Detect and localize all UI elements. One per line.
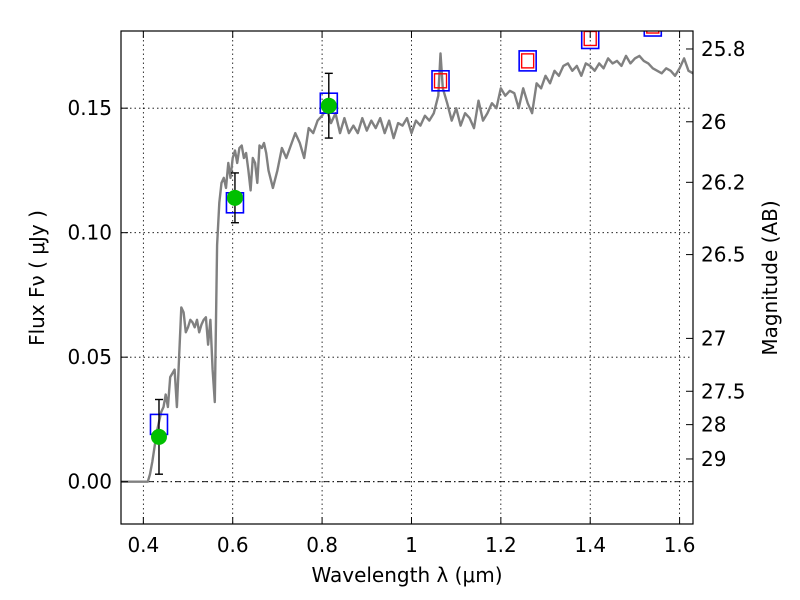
x-tick-label: 0.4	[127, 533, 159, 557]
model-square-blue	[431, 69, 450, 92]
magnitude-tick-label: 28	[701, 413, 726, 437]
magnitude-tick-label: 25.8	[701, 37, 746, 61]
y-tick-label: 0.15	[67, 96, 112, 120]
y-axis-label: Flux Fν ( μJy )	[25, 210, 49, 346]
y-tick-label: 0.05	[67, 345, 112, 369]
right-axis-label: Magnitude (AB)	[758, 200, 782, 355]
x-tick-label: 1	[405, 533, 418, 557]
observed-point	[150, 428, 167, 445]
model-square-red	[520, 53, 535, 69]
observed-point	[320, 97, 337, 114]
plot-frame	[120, 30, 694, 525]
y-tick-label: 0.10	[67, 221, 112, 245]
model-square-blue	[643, 31, 663, 37]
x-tick-label: 1.2	[485, 533, 517, 557]
magnitude-tick-label: 26	[701, 110, 726, 134]
x-tick-label: 0.8	[306, 533, 338, 557]
magnitude-tick-label: 27	[701, 326, 726, 350]
spectrum-line	[121, 52, 693, 483]
magnitude-tick-label: 26.2	[701, 170, 746, 194]
magnitude-tick-label: 26.5	[701, 243, 746, 267]
model-square-red	[433, 73, 448, 89]
x-axis-label: Wavelength λ (μm)	[311, 563, 502, 587]
data-layer	[121, 31, 693, 483]
x-tick-label: 1.6	[664, 533, 696, 557]
ticks: 0.4 0.6 0.8 1 1.2 1.4 1.6 0.00 0.05 0.10 0.15 25.8 2…	[67, 31, 746, 557]
observed-point	[226, 189, 243, 206]
magnitude-tick-label: 27.5	[701, 379, 746, 403]
model-square-blue	[580, 31, 600, 50]
grid	[121, 31, 693, 524]
model-square-red	[646, 31, 660, 34]
x-tick-label: 0.6	[217, 533, 249, 557]
x-tick-label: 1.4	[574, 533, 606, 557]
magnitude-tick-label: 29	[701, 447, 726, 471]
y-tick-label: 0.00	[67, 470, 112, 494]
model-square-blue	[518, 50, 537, 72]
